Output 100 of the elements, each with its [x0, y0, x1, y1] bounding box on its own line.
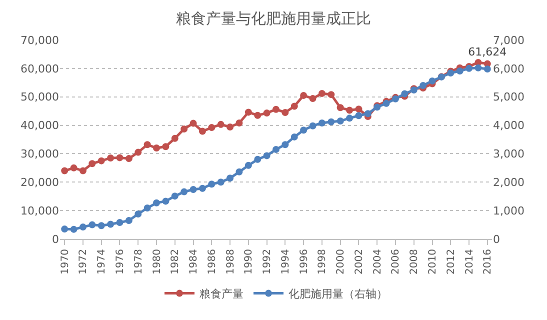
y-tick-label: 60,000 [20, 62, 59, 76]
point [236, 168, 243, 176]
point [254, 112, 262, 119]
x-tick-label: 1992 [262, 249, 274, 274]
y2-tick-label: 3,000 [493, 148, 524, 161]
x-tick-label: 2010 [428, 249, 439, 274]
x-tick-label: 2008 [409, 249, 420, 274]
point [198, 128, 206, 135]
point [116, 219, 124, 226]
point [190, 120, 197, 127]
point [272, 106, 280, 113]
y-tick-label: 30,000 [20, 148, 59, 161]
point [328, 91, 335, 98]
x-tick-label: 1986 [206, 249, 218, 274]
point [236, 120, 243, 127]
point [300, 126, 308, 134]
x-tick-label: 1990 [244, 249, 255, 274]
point [336, 104, 344, 112]
x-tick-label: 1988 [225, 249, 236, 274]
y-tick-label: 20,000 [20, 176, 59, 189]
y-tick-label: 40,000 [20, 119, 59, 132]
point [364, 110, 372, 118]
point [144, 204, 151, 212]
point [70, 164, 78, 172]
point [79, 167, 86, 174]
x-tick-label: 1978 [133, 249, 144, 274]
x-tick-label: 1980 [152, 249, 163, 274]
x-tick-label: 1994 [280, 249, 292, 274]
point [61, 167, 68, 174]
y2-tick-label: 6,000 [493, 62, 524, 76]
point [290, 102, 298, 110]
point [180, 188, 188, 196]
point [346, 114, 354, 122]
point [336, 118, 344, 125]
point [107, 154, 114, 162]
point [226, 174, 234, 182]
point [98, 222, 105, 230]
point [346, 106, 354, 114]
y2-tick-label: 7,000 [493, 34, 524, 47]
x-tick-label: 2012 [446, 249, 457, 274]
point [244, 162, 252, 169]
point [217, 178, 224, 186]
y2-tick-label: 5,000 [493, 90, 524, 104]
x-tick-label: 2004 [372, 249, 384, 274]
point [198, 184, 206, 192]
point [171, 134, 178, 142]
point [318, 120, 326, 127]
x-tick-label: 2000 [336, 249, 347, 274]
point [107, 220, 114, 228]
y-tick-label: 50,000 [20, 90, 59, 104]
point [263, 110, 270, 117]
point [208, 180, 216, 188]
x-tick-label: 1976 [114, 249, 126, 274]
point [79, 224, 86, 231]
x-tick-label: 1972 [78, 249, 90, 274]
point [484, 66, 491, 72]
point [190, 186, 197, 194]
point [244, 108, 252, 116]
point [61, 226, 68, 233]
point [309, 122, 316, 130]
point [70, 226, 78, 233]
x-tick-label: 1982 [170, 249, 182, 274]
point [217, 120, 224, 128]
point [125, 155, 132, 162]
point [144, 141, 151, 148]
point [116, 154, 124, 162]
point [318, 90, 326, 97]
legend-label: 化肥施用量（右轴） [288, 288, 388, 301]
point [300, 92, 308, 99]
point [401, 90, 408, 98]
point [282, 108, 289, 116]
y2-tick-label: 1,000 [493, 204, 524, 218]
point [180, 125, 188, 132]
x-tick-label: 1984 [188, 249, 200, 274]
point [474, 64, 482, 72]
point [254, 156, 262, 163]
y2-tick-label: 2,000 [493, 176, 524, 189]
x-tick-label: 2006 [390, 249, 402, 274]
legend-label: 粮食产量 [200, 288, 244, 301]
point [282, 141, 289, 148]
point [88, 221, 96, 228]
x-tick-label: 1970 [60, 249, 71, 274]
y-tick-label: 10,000 [20, 204, 59, 218]
data-label: 61,624 [468, 46, 507, 59]
x-tick-label: 2016 [482, 249, 494, 274]
x-tick-label: 2002 [354, 249, 365, 274]
point [208, 124, 216, 132]
chart-title: 粮食产量与化肥施用量成正比 [176, 9, 371, 28]
point [153, 144, 160, 152]
y-tick-label: 0 [52, 232, 59, 246]
x-tick-label: 1998 [317, 249, 328, 274]
point [226, 123, 234, 130]
point [328, 118, 335, 126]
point [134, 148, 142, 156]
point [125, 217, 132, 224]
point [290, 133, 298, 140]
point [309, 95, 316, 102]
y2-tick-label: 0 [493, 232, 500, 246]
point [456, 67, 464, 74]
point [355, 112, 362, 120]
